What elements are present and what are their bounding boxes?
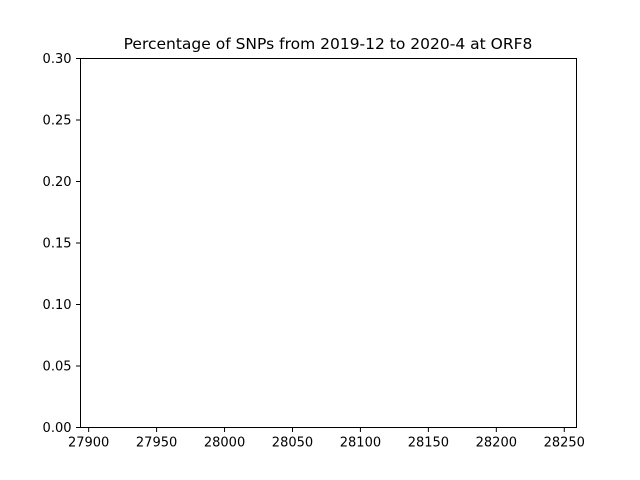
y-tick-label: 0.15 [43, 237, 72, 252]
x-tick-label: 28000 [204, 436, 245, 451]
y-tick-label: 0.00 [43, 421, 72, 436]
x-tick-label: 28100 [340, 436, 381, 451]
x-tick-label: 27950 [136, 436, 177, 451]
y-tick-label: 0.05 [43, 360, 72, 375]
y-tick-label: 0.30 [43, 52, 72, 67]
x-axis: 27900 27950 28000 28050 28100 28150 28200 28250 [68, 427, 585, 451]
y-tick-label: 0.20 [43, 175, 72, 190]
y-tick-label: 0.25 [43, 114, 72, 129]
x-tick-label: 28150 [408, 436, 449, 451]
y-axis: 0.00 0.05 0.10 0.15 0.20 0.25 0.30 [43, 52, 81, 436]
x-tick-label: 27900 [68, 436, 109, 451]
x-tick-label: 28050 [272, 436, 313, 451]
x-tick-label: 28250 [544, 436, 585, 451]
chart-title: Percentage of SNPs from 2019-12 to 2020-… [124, 35, 533, 53]
x-tick-label: 28200 [476, 436, 517, 451]
y-tick-label: 0.10 [43, 298, 72, 313]
